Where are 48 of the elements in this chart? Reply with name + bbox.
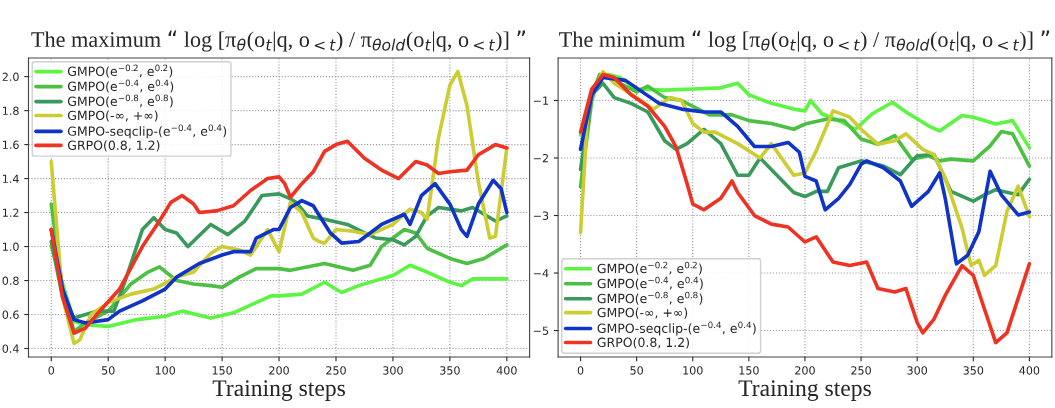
legend-label: GRPO(0.8, 1.2) xyxy=(597,337,689,349)
legend-label: GMPO(e$^{−0.2}$, e$^{0.2}$) xyxy=(597,261,702,275)
x-tick-label: 200 xyxy=(795,366,815,375)
y-tick-label: 0.6 xyxy=(2,310,19,319)
legend-label: GMPO(e$^{−0.8}$, e$^{0.8}$) xyxy=(67,94,173,108)
legend-label: GMPO(-∞, +∞) xyxy=(67,110,158,122)
y-tick-label: 2.0 xyxy=(2,72,19,82)
legend-label: GMPO-seqclip-(e$^{−0.4}$, e$^{0.4}$) xyxy=(67,124,227,139)
legend-label: GMPO(e$^{−0.4}$, e$^{0.4}$) xyxy=(597,276,703,290)
y-tick-label: 0.4 xyxy=(2,344,19,353)
x-tick-label: 100 xyxy=(155,366,176,375)
x-axis-title: Training steps xyxy=(738,380,871,401)
y-tick-label: 1.8 xyxy=(3,106,19,115)
legend-label: GMPO-seqclip-(e$^{−0.4}$, e$^{0.4}$) xyxy=(597,321,756,336)
legend-label: GRPO(0.8, 1.2) xyxy=(67,140,160,152)
x-tick-label: 350 xyxy=(440,366,460,375)
x-axis-title: Training steps xyxy=(212,380,345,401)
x-tick-label: 300 xyxy=(907,366,928,375)
y-tick-label: −1 xyxy=(533,96,549,105)
x-tick-label: 300 xyxy=(383,366,403,375)
y-tick-label: 1.4 xyxy=(3,174,19,183)
legend-label: GMPO(e$^{−0.8}$, e$^{0.8}$) xyxy=(597,291,703,305)
x-tick-label: 200 xyxy=(269,366,289,375)
y-tick-label: −2 xyxy=(533,153,548,163)
x-tick-label: 250 xyxy=(326,366,346,375)
y-tick-label: −5 xyxy=(533,326,549,335)
legend-label: GMPO(e$^{−0.2}$, e$^{0.2}$) xyxy=(67,64,173,78)
x-tick-label: 400 xyxy=(496,366,517,375)
x-tick-label: 350 xyxy=(963,366,984,375)
y-tick-label: −3 xyxy=(533,211,549,220)
y-tick-label: 1.6 xyxy=(3,140,19,149)
legend-label: GMPO(-∞, +∞) xyxy=(597,307,688,319)
x-tick-label: 150 xyxy=(739,366,759,375)
x-tick-label: 0 xyxy=(48,366,55,375)
y-tick-label: −4 xyxy=(533,269,549,278)
y-tick-label: 1.2 xyxy=(3,208,19,217)
y-tick-label: 0.8 xyxy=(2,276,19,285)
legend-label: GMPO(e$^{−0.4}$, e$^{0.4}$) xyxy=(67,79,174,93)
x-tick-label: 0 xyxy=(577,366,584,375)
x-tick-label: 250 xyxy=(851,366,871,375)
x-tick-label: 50 xyxy=(630,366,643,375)
x-tick-label: 150 xyxy=(212,366,232,375)
x-tick-label: 100 xyxy=(683,366,703,375)
x-tick-label: 400 xyxy=(1019,366,1040,375)
y-tick-label: 1.0 xyxy=(3,242,19,251)
chart-title: The maximum “ log [π$_{θ}$(o$_{t}$|q, o$_{<t}$) / π$_{θold}$(o$_{t}$|q, o$_{<t}$)] ” xyxy=(31,30,525,52)
chart-title: The minimum “ log [π$_{θ}$(o$_{t}$|q, o$_{<t}$) / π$_{θold}$(o$_{t}$|q, o$_{<t}$)] ” xyxy=(559,30,1050,52)
x-tick-label: 50 xyxy=(102,366,115,375)
